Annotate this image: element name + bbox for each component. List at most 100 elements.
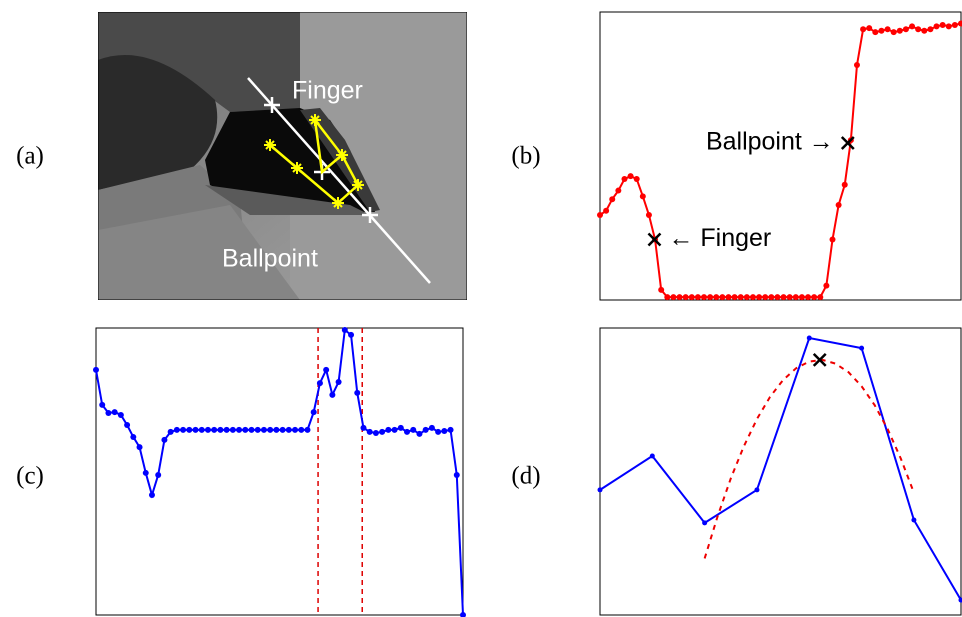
- data-point: [927, 26, 933, 32]
- data-point: [621, 176, 627, 182]
- data-point: [707, 294, 713, 300]
- data-point: [689, 294, 695, 300]
- data-point: [230, 427, 236, 433]
- data-point: [872, 29, 878, 35]
- data-point: [174, 427, 180, 433]
- data-point: [750, 294, 756, 300]
- data-point: [336, 379, 342, 385]
- data-point: [854, 62, 860, 68]
- data-point: [598, 487, 603, 492]
- data-point: [903, 26, 909, 32]
- data-point: [161, 437, 167, 443]
- data-point: [701, 294, 707, 300]
- data-point: [155, 472, 161, 478]
- data-point: [435, 429, 441, 435]
- data-point: [118, 412, 124, 418]
- data-point: [199, 427, 205, 433]
- data-point: [273, 427, 279, 433]
- data-point: [713, 294, 719, 300]
- panel-label: (a): [16, 143, 44, 170]
- data-point: [817, 294, 823, 300]
- data-point: [768, 294, 774, 300]
- data-point: [646, 212, 652, 218]
- data-point: [404, 429, 410, 435]
- data-line: [600, 24, 961, 298]
- panel-label: (d): [511, 463, 540, 490]
- data-point: [267, 427, 273, 433]
- data-point: [597, 212, 603, 218]
- data-point: [416, 431, 422, 437]
- data-point: [615, 188, 621, 194]
- data-point: [367, 429, 373, 435]
- data-point: [634, 176, 640, 182]
- data-point: [603, 208, 609, 214]
- image-label: Ballpoint: [222, 245, 318, 273]
- data-point: [860, 26, 866, 32]
- data-point: [398, 425, 404, 431]
- data-point: [311, 409, 317, 415]
- data-point: [211, 427, 217, 433]
- data-point: [441, 428, 447, 434]
- data-point: [640, 193, 646, 199]
- data-point: [909, 23, 915, 29]
- data-point: [823, 283, 829, 289]
- plot-frame: [96, 328, 463, 615]
- data-point: [719, 294, 725, 300]
- data-point: [255, 427, 261, 433]
- data-point: [670, 294, 676, 300]
- data-point: [915, 26, 921, 32]
- data-point: [664, 294, 670, 300]
- data-point: [683, 294, 689, 300]
- data-point: [677, 294, 683, 300]
- data-point: [807, 336, 812, 341]
- data-point: [329, 392, 335, 398]
- data-point: [298, 427, 304, 433]
- figure: (a) (b) (c) (d): [0, 0, 962, 617]
- data-point: [891, 29, 897, 35]
- data-point: [793, 294, 799, 300]
- data-point: [342, 327, 348, 333]
- data-point: [149, 492, 155, 498]
- data-point: [836, 202, 842, 208]
- data-point: [628, 173, 634, 179]
- data-point: [781, 294, 787, 300]
- data-point: [180, 427, 186, 433]
- data-point: [940, 22, 946, 28]
- data-point: [93, 367, 99, 373]
- plot-frame: [600, 12, 961, 300]
- data-point: [650, 454, 655, 459]
- data-point: [112, 409, 118, 415]
- data-point: [242, 427, 248, 433]
- data-point: [292, 427, 298, 433]
- data-point: [137, 444, 143, 450]
- data-point: [921, 28, 927, 34]
- data-point: [448, 427, 454, 433]
- image-label: Finger: [292, 77, 363, 105]
- data-point: [934, 23, 940, 29]
- data-point: [787, 294, 793, 300]
- data-point: [379, 429, 385, 435]
- data-point: [454, 472, 460, 478]
- data-point: [885, 26, 891, 32]
- data-point: [756, 294, 762, 300]
- data-point: [385, 427, 391, 433]
- data-point: [423, 427, 429, 433]
- data-point: [99, 402, 105, 408]
- data-point: [130, 434, 136, 440]
- data-point: [911, 518, 916, 523]
- data-point: [360, 425, 366, 431]
- data-point: [799, 294, 805, 300]
- data-point: [304, 427, 310, 433]
- data-point: [658, 287, 664, 293]
- data-point: [830, 237, 836, 243]
- data-point: [193, 427, 199, 433]
- data-point: [744, 294, 750, 300]
- data-point: [702, 520, 707, 525]
- data-point: [205, 427, 211, 433]
- data-point: [609, 196, 615, 202]
- data-point: [460, 612, 466, 617]
- data-point: [866, 25, 872, 31]
- data-point: [317, 380, 323, 386]
- data-line: [600, 338, 961, 600]
- data-point: [124, 422, 130, 428]
